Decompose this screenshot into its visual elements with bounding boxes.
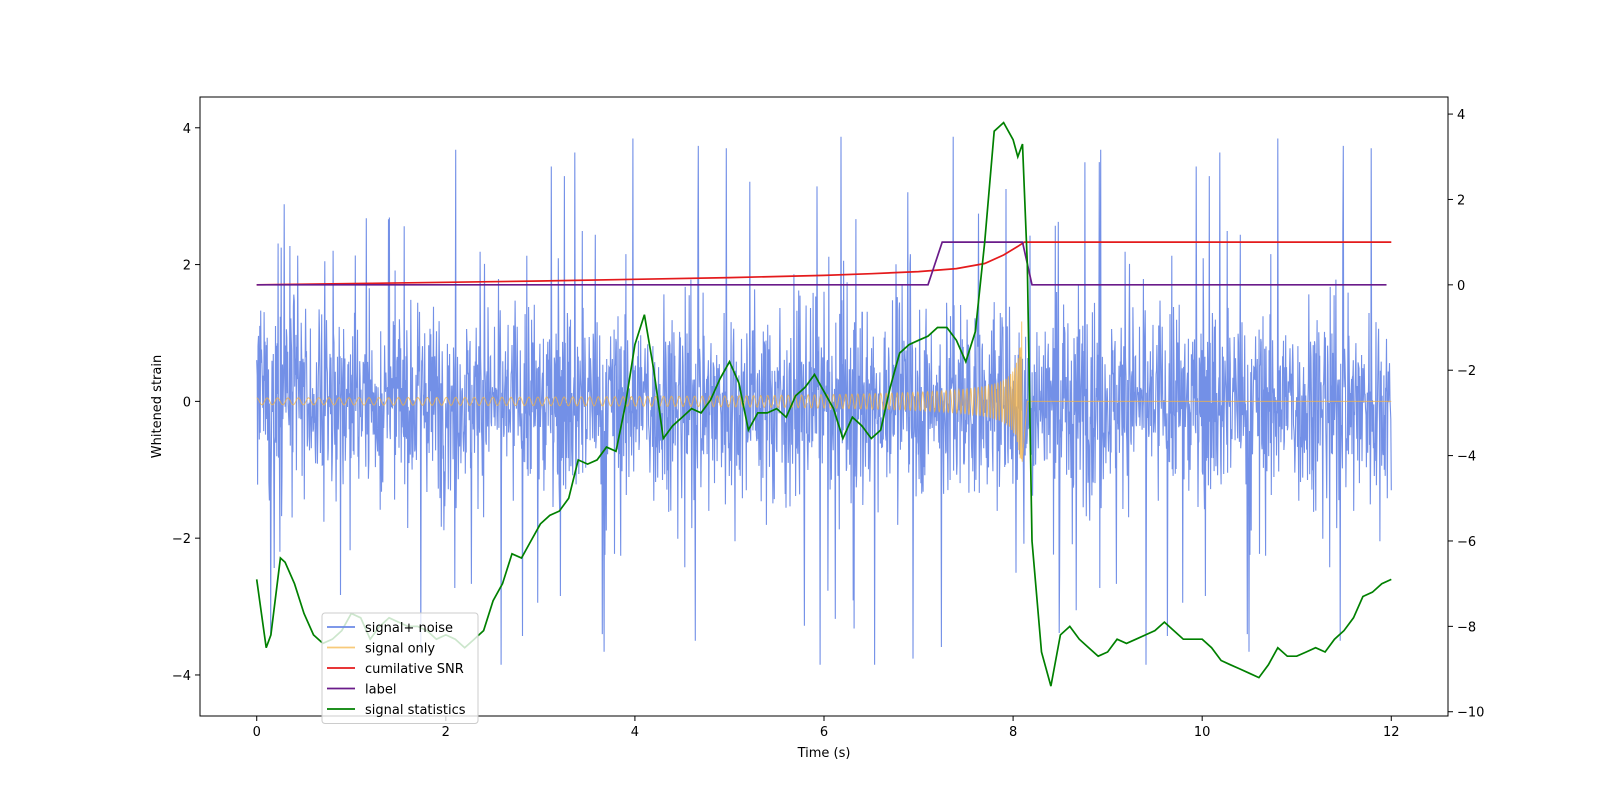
plot-area: [255, 121, 1392, 687]
legend-label: signal only: [365, 642, 435, 657]
legend-label: signal statistics: [365, 703, 466, 718]
series-label: [256, 241, 1387, 286]
legend-box: [321, 612, 479, 724]
legend-label: cumilative SNR: [365, 662, 464, 677]
y-tick-label: 4: [183, 122, 191, 137]
y2-tick-label: 4: [1457, 108, 1465, 123]
y-axis-label: Whitened strain: [150, 355, 165, 458]
y-tick-label: 0: [183, 395, 191, 410]
series-signal-only: [256, 321, 1392, 462]
y-tick-label: −2: [172, 532, 191, 547]
legend: signal+ noise signal only cumilative SNR la…: [321, 612, 479, 724]
x-tick-label: 0: [253, 725, 261, 740]
y2-tick-label: 2: [1457, 193, 1465, 208]
x-tick-label: 8: [1009, 725, 1017, 740]
x-tick-label: 2: [442, 725, 450, 740]
x-tick-label: 10: [1194, 725, 1211, 740]
x-tick-label: 4: [631, 725, 639, 740]
legend-label: signal+ noise: [365, 621, 453, 636]
series-signal-noise: [256, 136, 1392, 665]
y-tick-label: −4: [172, 669, 191, 684]
x-tick-label: 6: [820, 725, 828, 740]
y2-tick-label: −4: [1457, 450, 1476, 465]
y-axis-ticks: −4 −2 0 2 4: [172, 122, 200, 684]
y2-tick-label: −2: [1457, 364, 1476, 379]
series-cumilative-snr: [256, 241, 1392, 286]
y2-tick-label: −10: [1457, 706, 1484, 721]
y2-tick-label: −8: [1457, 620, 1476, 635]
x-tick-label: 12: [1383, 725, 1400, 740]
y2-tick-label: 0: [1457, 279, 1465, 294]
y2-axis-ticks: −10 −8 −6 −4 −2 0 2 4: [1448, 108, 1484, 721]
legend-label: label: [365, 683, 396, 698]
y2-tick-label: −6: [1457, 535, 1476, 550]
x-axis-label: Time (s): [797, 746, 851, 761]
y-tick-label: 2: [183, 259, 191, 274]
